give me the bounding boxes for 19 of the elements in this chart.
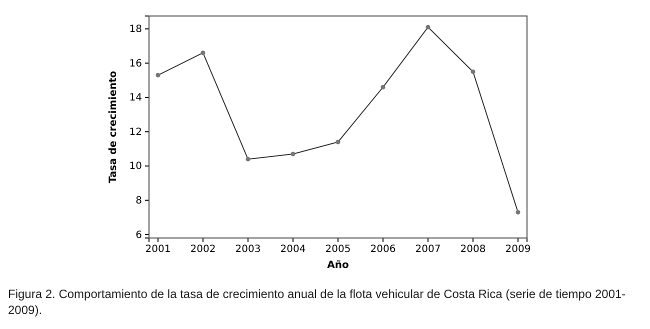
y-axis-title: Tasa de crecimiento	[108, 70, 119, 184]
y-tick-label: 6	[136, 230, 142, 241]
x-tick-label: 2003	[235, 244, 261, 256]
y-tick-label: 8	[136, 195, 142, 206]
x-tick-label: 2009	[505, 244, 531, 256]
y-tick-label: 16	[129, 58, 142, 70]
y-tick-label: 10	[129, 161, 142, 172]
x-tick-label: 2007	[415, 244, 441, 256]
text: Figura 2. Comportamiento de la tasa de crecimiento anual de la flota vehicular de Costa Rica (serie de tiempo 2001-2009).	[8, 286, 627, 318]
x-tick-label: 2008	[460, 244, 486, 256]
x-axis-title: Año	[327, 260, 349, 271]
x-tick-label: 2002	[190, 244, 216, 256]
y-tick-label: 18	[129, 24, 142, 36]
x-tick-label: 2005	[325, 244, 351, 256]
x-tick-label: 2004	[280, 244, 306, 256]
y-tick-label: 12	[129, 126, 142, 138]
y-tick-label: 14	[129, 92, 142, 104]
x-tick-label: 2001	[145, 244, 171, 256]
x-tick-label: 2006	[370, 244, 396, 256]
